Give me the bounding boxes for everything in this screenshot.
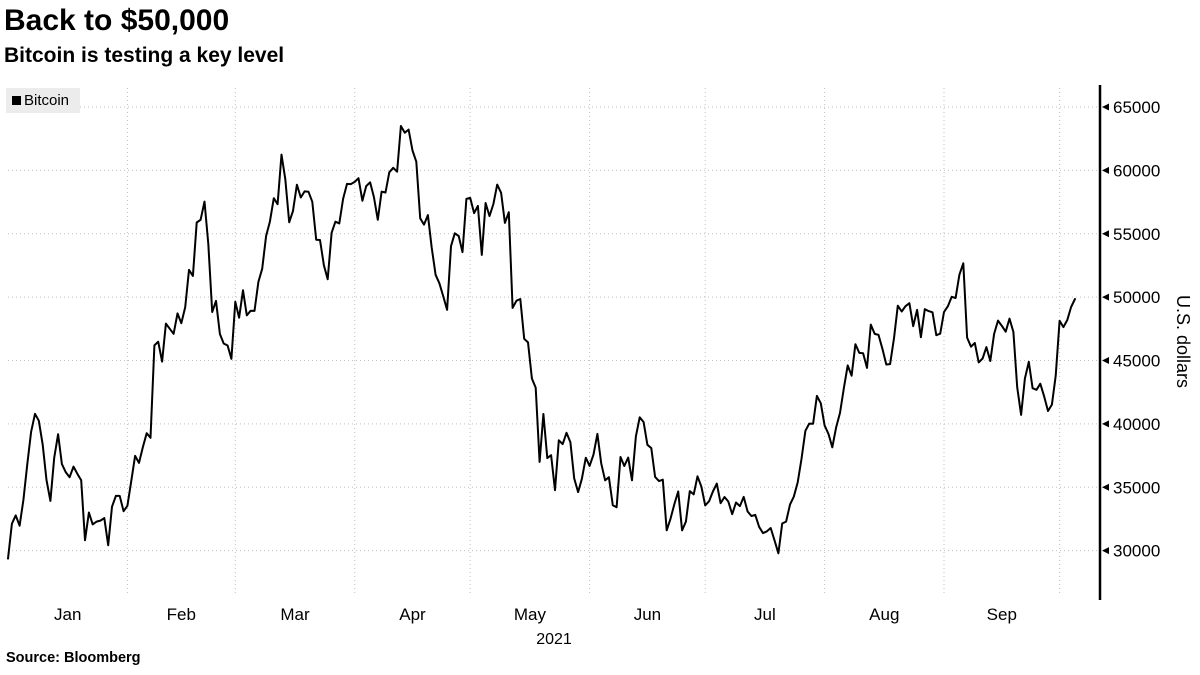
x-tick-label: Jul bbox=[754, 605, 776, 624]
x-tick-label: Jun bbox=[634, 605, 661, 624]
y-tick-marker bbox=[1102, 483, 1109, 491]
y-tick-label: 55000 bbox=[1113, 225, 1160, 244]
y-tick-marker bbox=[1102, 547, 1109, 555]
y-tick-label: 30000 bbox=[1113, 542, 1160, 561]
y-tick-marker bbox=[1102, 420, 1109, 428]
y-tick-marker bbox=[1102, 166, 1109, 174]
x-tick-label: Sep bbox=[987, 605, 1017, 624]
chart-title: Back to $50,000 bbox=[4, 4, 230, 37]
x-tick-label: Feb bbox=[167, 605, 196, 624]
bitcoin-series-swatch-icon bbox=[12, 96, 21, 105]
x-axis-year-label: 2021 bbox=[536, 631, 572, 648]
y-tick-label: 40000 bbox=[1113, 415, 1160, 434]
x-tick-label: Mar bbox=[280, 605, 310, 624]
x-tick-label: May bbox=[514, 605, 547, 624]
price-line bbox=[7, 125, 1076, 560]
y-tick-marker bbox=[1102, 230, 1109, 238]
y-tick-marker bbox=[1102, 357, 1109, 364]
y-axis-title: U.S. dollars bbox=[1173, 295, 1193, 388]
y-tick-marker bbox=[1102, 293, 1109, 301]
x-tick-label: Jan bbox=[54, 605, 81, 624]
x-tick-label: Aug bbox=[869, 605, 899, 624]
y-tick-label: 60000 bbox=[1113, 161, 1160, 180]
legend-label-bitcoin: Bitcoin bbox=[24, 92, 70, 109]
y-tick-label: 65000 bbox=[1113, 98, 1160, 117]
y-tick-label: 50000 bbox=[1113, 288, 1160, 307]
chart-subtitle: Bitcoin is testing a key level bbox=[4, 44, 285, 67]
y-tick-label: 35000 bbox=[1113, 478, 1160, 497]
y-tick-label: 45000 bbox=[1113, 352, 1160, 371]
legend: Bitcoin bbox=[6, 88, 81, 113]
y-tick-marker bbox=[1102, 103, 1109, 111]
source-attribution: Source: Bloomberg bbox=[6, 650, 141, 666]
x-tick-label: Apr bbox=[399, 605, 426, 624]
